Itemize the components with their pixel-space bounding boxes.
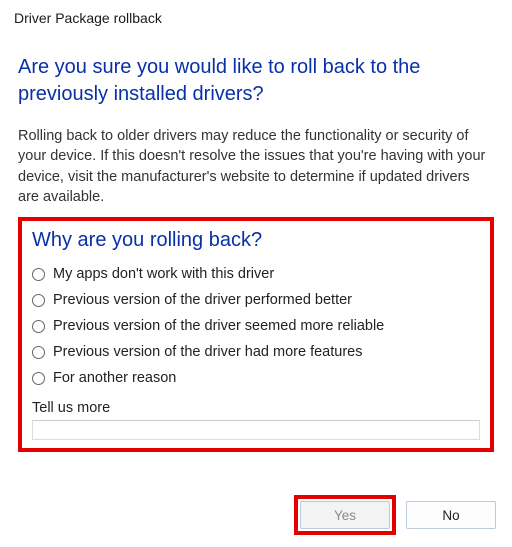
reason-section-highlight: Why are you rolling back? My apps don't … [18, 217, 494, 452]
reason-option-label: For another reason [53, 370, 176, 386]
window-title: Driver Package rollback [0, 0, 512, 32]
tell-us-more-label: Tell us more [32, 400, 480, 416]
dialog-content: Are you sure you would like to roll back… [0, 32, 512, 462]
reason-option-label: Previous version of the driver had more … [53, 344, 362, 360]
reason-option-label: Previous version of the driver performed… [53, 292, 352, 308]
reason-option[interactable]: Previous version of the driver seemed mo… [32, 318, 480, 334]
radio-icon[interactable] [32, 320, 45, 333]
reason-option[interactable]: My apps don't work with this driver [32, 266, 480, 282]
radio-icon[interactable] [32, 294, 45, 307]
body-text: Rolling back to older drivers may reduce… [18, 126, 494, 207]
yes-button-highlight: Yes [294, 495, 396, 535]
reason-option-label: My apps don't work with this driver [53, 266, 274, 282]
reason-option[interactable]: Previous version of the driver performed… [32, 292, 480, 308]
reason-option[interactable]: Previous version of the driver had more … [32, 344, 480, 360]
no-button[interactable]: No [406, 501, 496, 529]
reason-option[interactable]: For another reason [32, 370, 480, 386]
radio-icon[interactable] [32, 268, 45, 281]
button-bar: Yes No [294, 495, 496, 535]
headline: Are you sure you would like to roll back… [18, 54, 494, 108]
radio-icon[interactable] [32, 372, 45, 385]
reason-option-label: Previous version of the driver seemed mo… [53, 318, 384, 334]
yes-button[interactable]: Yes [300, 501, 390, 529]
radio-icon[interactable] [32, 346, 45, 359]
reason-heading: Why are you rolling back? [32, 229, 480, 252]
reason-options: My apps don't work with this driver Prev… [32, 266, 480, 386]
tell-us-more-input[interactable] [32, 420, 480, 440]
